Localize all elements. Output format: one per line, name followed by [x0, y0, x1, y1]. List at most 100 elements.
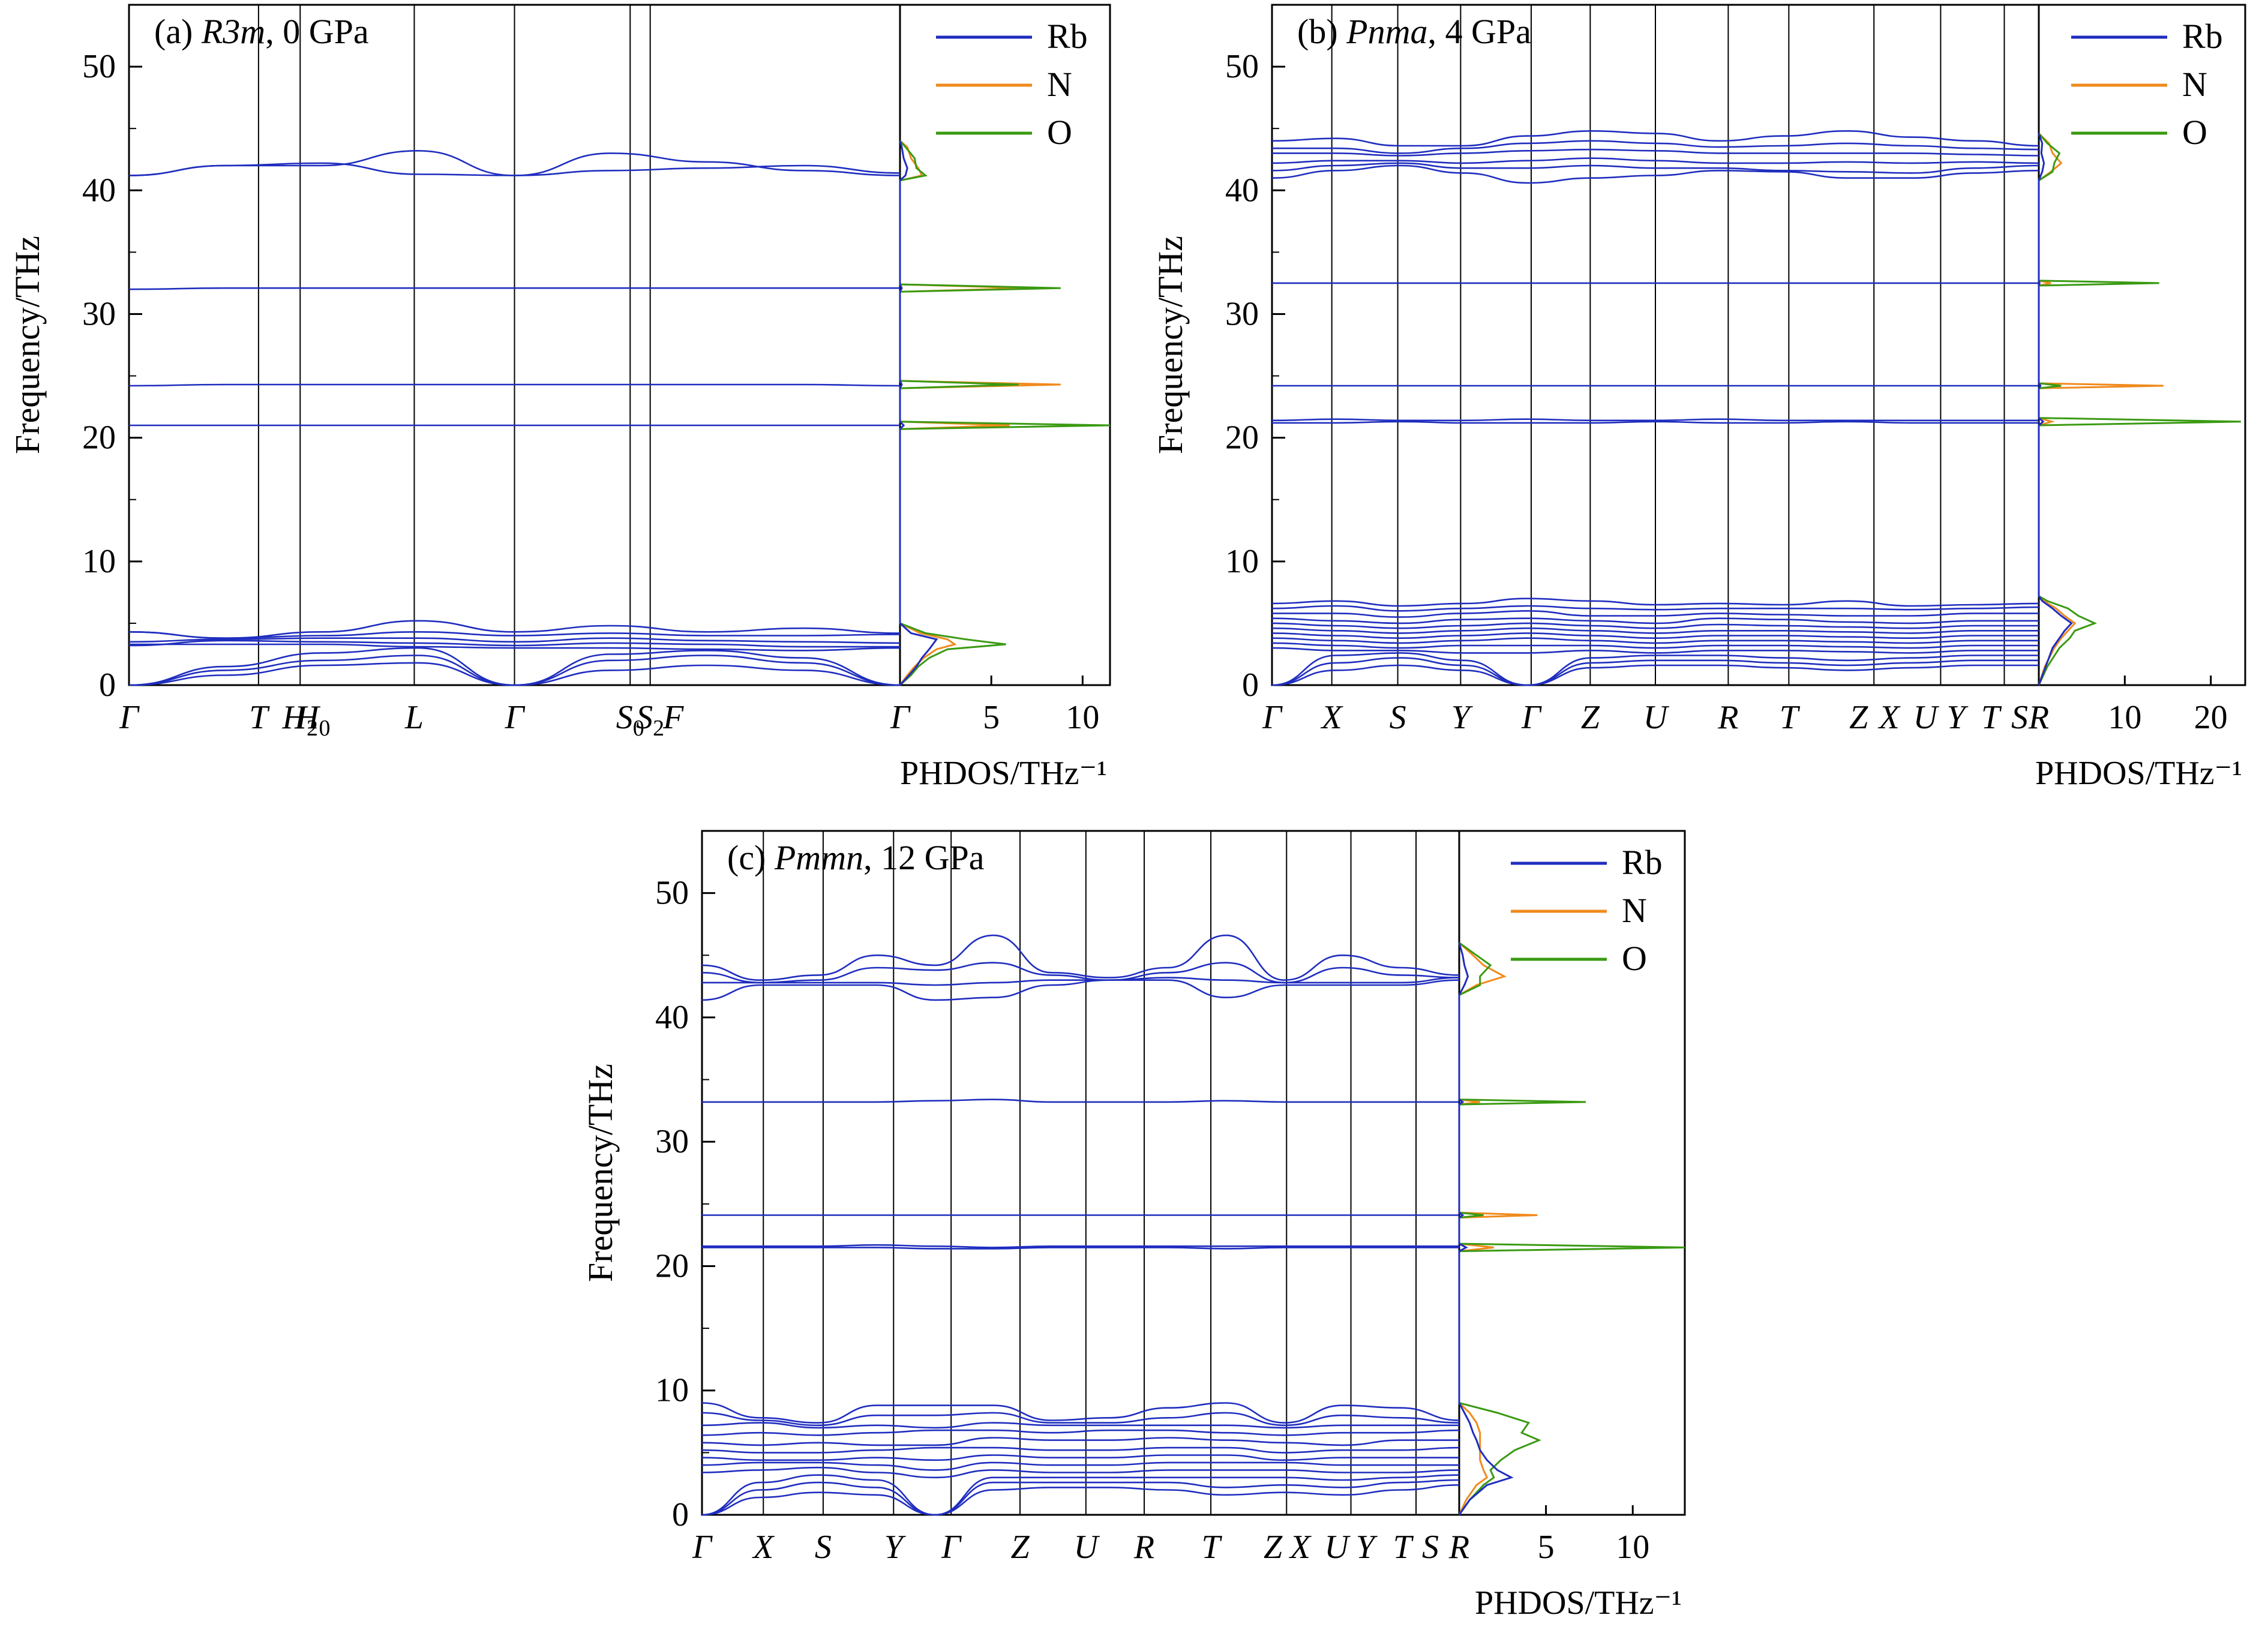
dos-curve-Rb — [1458, 942, 1514, 1515]
y-tick-label: 0 — [672, 1496, 689, 1533]
kpoint-label: X — [1321, 699, 1344, 736]
legend-label-O: O — [2182, 113, 2207, 152]
kpoint-label: T — [1393, 1529, 1414, 1566]
dos-tick-label: 5 — [1538, 1529, 1555, 1566]
kpoint-label: T — [1201, 1529, 1222, 1566]
kpoint-label: H0 — [294, 699, 330, 741]
y-tick-label: 20 — [1225, 419, 1259, 457]
band-15 — [1271, 627, 2039, 634]
kpoint-label: Γ — [941, 1529, 962, 1566]
dos-tick-label: 10 — [1616, 1529, 1649, 1566]
panel-title: (a) R3m, 0 GPa — [154, 12, 369, 51]
dos-curve-O — [899, 140, 1111, 686]
dos-curve-Rb — [899, 140, 938, 686]
y-tick-label: 50 — [655, 875, 689, 912]
y-tick-label: 30 — [1225, 295, 1259, 332]
band-10 — [701, 1422, 1459, 1429]
band-2 — [128, 287, 900, 290]
panel-title: (b) Pnma, 4 GPa — [1297, 12, 1531, 51]
band-8 — [701, 1402, 1460, 1424]
band-1 — [701, 962, 1460, 984]
legend-label-N: N — [1622, 891, 1647, 930]
kpoint-label: U — [1643, 699, 1670, 736]
band-11 — [701, 1429, 1460, 1436]
kpoint-label: Z — [1010, 1529, 1030, 1566]
dos-curve-N — [2038, 133, 2164, 686]
y-tick-label: 20 — [82, 419, 116, 457]
kpoint-label: R — [1133, 1529, 1154, 1566]
y-tick-label: 40 — [82, 172, 116, 209]
band-1 — [1272, 140, 2039, 154]
kpoint-label: Z — [1849, 699, 1868, 736]
band-4 — [702, 1098, 1459, 1103]
plot-frame — [128, 4, 1111, 686]
kpoint-label: T — [249, 699, 270, 736]
band-16 — [701, 1466, 1460, 1479]
kpoint-label: X — [1289, 1529, 1312, 1566]
kpoint-label: H2 — [282, 699, 318, 741]
band-6 — [702, 1244, 1459, 1248]
kpoint-label: S — [1422, 1529, 1439, 1566]
kpoint-label: Y — [1356, 1529, 1378, 1566]
band-21 — [1271, 657, 2039, 686]
kpoint-label: Γ — [692, 1529, 713, 1566]
band-14 — [701, 1454, 1459, 1461]
kpoint-label: Γ — [890, 699, 911, 736]
band-9 — [701, 1412, 1460, 1427]
kpoint-label: Γ — [119, 699, 140, 736]
kpoint-label: S2 — [636, 699, 664, 741]
kpoint-label: Γ — [1262, 699, 1283, 736]
kpoint-label: U — [1324, 1529, 1351, 1566]
x-axis-label: PHDOS/THz⁻¹ — [900, 755, 1107, 792]
plot-frame — [1271, 4, 2246, 686]
legend-label-O: O — [1047, 113, 1072, 152]
kpoint-label: R — [2028, 699, 2049, 736]
kpoint-label: R — [1448, 1529, 1469, 1566]
legend-label-O: O — [1622, 939, 1647, 978]
dos-tick-label: 5 — [983, 699, 1000, 736]
kpoint-label: S — [1390, 699, 1406, 736]
band-12 — [1272, 610, 2039, 618]
band-8 — [128, 640, 900, 648]
dos-tick-label: 10 — [1066, 699, 1099, 736]
legend-label-N: N — [1047, 65, 1072, 104]
kpoint-label: S — [815, 1529, 832, 1566]
band-19 — [1271, 647, 2039, 654]
band-3 — [701, 979, 1460, 1001]
kpoint-label: Z — [1264, 1529, 1283, 1566]
dos-curve-N — [1458, 942, 1538, 1515]
y-axis-label: Frequency/THz — [581, 1064, 620, 1282]
y-tick-label: 20 — [655, 1247, 689, 1284]
band-9 — [1272, 421, 2039, 424]
dos-curve-O — [1458, 942, 1685, 1515]
kpoint-label: T — [1981, 699, 2002, 736]
y-tick-label: 10 — [655, 1372, 689, 1409]
kpoint-label: U — [1913, 699, 1940, 736]
band-14 — [1271, 622, 2039, 629]
band-20 — [1271, 652, 2039, 686]
band-2 — [702, 977, 1460, 986]
kpoint-label: T — [1780, 699, 1801, 736]
band-22 — [1271, 664, 2039, 686]
band-12 — [701, 1437, 1459, 1446]
band-3 — [128, 383, 901, 387]
band-9 — [129, 643, 901, 652]
y-tick-label: 10 — [1225, 543, 1259, 580]
y-tick-label: 50 — [82, 48, 116, 85]
kpoint-label: X — [1878, 699, 1901, 736]
y-tick-label: 0 — [1242, 667, 1259, 704]
band-17 — [701, 1474, 1460, 1516]
band-2 — [1271, 148, 2039, 157]
y-axis-label: Frequency/THz — [8, 236, 47, 454]
kpoint-label: U — [1074, 1529, 1100, 1566]
band-1 — [128, 149, 901, 176]
y-tick-label: 10 — [82, 543, 116, 580]
y-tick-label: 40 — [1225, 172, 1259, 209]
band-5 — [1271, 164, 2039, 184]
band-8 — [1271, 418, 2039, 422]
band-6 — [128, 631, 901, 640]
